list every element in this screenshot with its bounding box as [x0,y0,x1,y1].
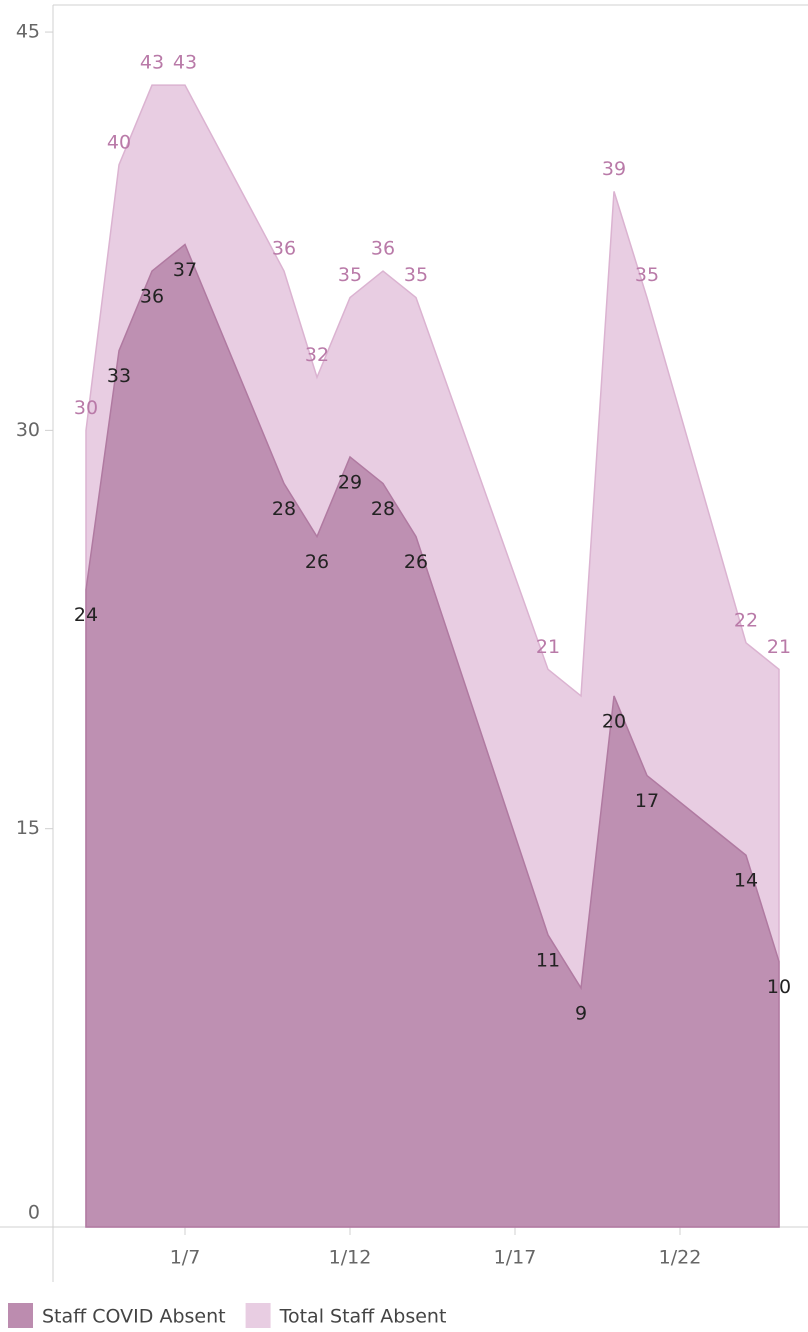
legend-swatch [245,1303,271,1328]
x-tick-label: 1/17 [494,1247,537,1269]
data-label: 43 [140,52,164,74]
data-label: 21 [767,636,791,658]
data-label: 22 [734,609,758,631]
x-tick-label: 1/22 [659,1247,702,1269]
data-label: 36 [272,238,296,260]
data-label: 29 [338,471,362,493]
data-label: 11 [536,949,560,971]
data-label: 21 [536,636,560,658]
data-label: 24 [74,604,98,626]
data-label: 36 [371,238,395,260]
y-tick-label: 15 [16,817,40,839]
y-tick-label: 0 [28,1202,40,1224]
data-label: 30 [74,397,98,419]
legend-swatch [8,1303,33,1328]
data-label: 35 [338,264,362,286]
legend-label: Staff COVID Absent [42,1306,226,1328]
x-tick-label: 1/7 [170,1247,201,1269]
data-label: 37 [173,259,197,281]
y-tick-label: 45 [16,21,40,43]
data-label: 35 [404,264,428,286]
data-label: 20 [602,710,626,732]
legend-label: Total Staff Absent [279,1306,447,1328]
data-label: 17 [635,790,659,812]
data-label: 28 [272,498,296,520]
data-label: 28 [371,498,395,520]
data-label: 35 [635,264,659,286]
data-label: 32 [305,344,329,366]
data-label: 26 [404,551,428,573]
data-label: 43 [173,52,197,74]
data-label: 10 [767,976,791,998]
x-tick-label: 1/12 [329,1247,372,1269]
data-label: 9 [575,1003,587,1025]
data-label: 40 [107,131,131,153]
data-label: 39 [602,158,626,180]
data-label: 33 [107,365,131,387]
data-label: 26 [305,551,329,573]
data-label: 36 [140,286,164,308]
area [85,243,780,1228]
y-tick-label: 30 [16,419,40,441]
data-label: 14 [734,870,758,892]
